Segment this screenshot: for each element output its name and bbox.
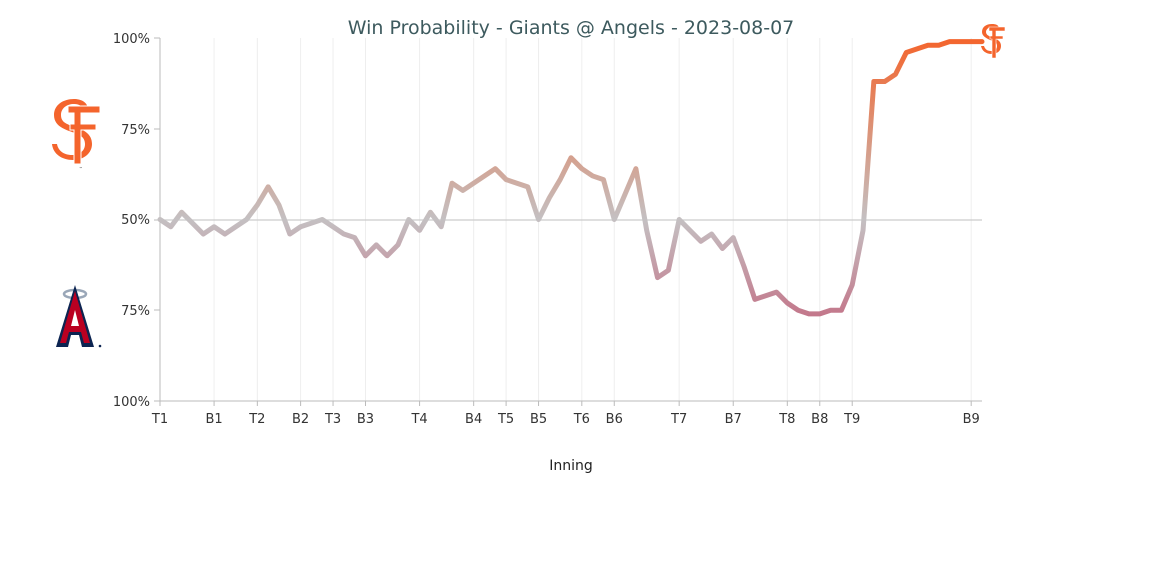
y-tick-label-lower: 75%: [121, 304, 150, 319]
win-probability-series-line: [157, 39, 985, 317]
giants-end-marker-icon: [981, 24, 1006, 59]
x-tick-label-b8: B8: [811, 412, 828, 427]
x-tick-label-b6: B6: [606, 412, 623, 427]
angels-a-logo-icon: [56, 285, 102, 348]
x-tick-label-t5: T5: [497, 412, 514, 427]
y-tick-label-bottom: 100%: [113, 395, 150, 410]
x-tick-label-t9: T9: [843, 412, 860, 427]
y-tick-label-upper: 75%: [121, 123, 150, 138]
x-tick-label-t2: T2: [248, 412, 265, 427]
x-tick-label-t6: T6: [573, 412, 590, 427]
x-axis-ticks: T1 B1 T2 B2 T3 B3 T4 B4 T5 B5 T6 B6 T7 B7 T8 B8 T9 B9: [151, 401, 980, 427]
svg-text:™: ™: [79, 166, 83, 171]
x-tick-label-b7: B7: [725, 412, 742, 427]
x-tick-label-t3: T3: [324, 412, 341, 427]
chart-title: Win Probability - Giants @ Angels - 2023…: [348, 17, 795, 39]
x-tick-label-b1: B1: [205, 412, 222, 427]
y-tick-label-top: 100%: [113, 32, 150, 47]
x-tick-label-b3: B3: [357, 412, 374, 427]
x-tick-label-b9: B9: [963, 412, 980, 427]
x-tick-label-t7: T7: [670, 412, 687, 427]
x-tick-label-t1: T1: [151, 412, 168, 427]
giants-sf-logo-icon: ™: [52, 99, 101, 171]
y-tick-label-middle: 50%: [121, 213, 150, 228]
x-tick-label-b4: B4: [465, 412, 482, 427]
x-tick-label-b2: B2: [292, 412, 309, 427]
x-tick-label-t8: T8: [778, 412, 795, 427]
x-axis-label: Inning: [549, 458, 593, 474]
y-axis-ticks: 100% 75% 50% 75% 100%: [113, 32, 160, 410]
x-tick-label-t4: T4: [410, 412, 427, 427]
x-tick-label-b5: B5: [530, 412, 547, 427]
